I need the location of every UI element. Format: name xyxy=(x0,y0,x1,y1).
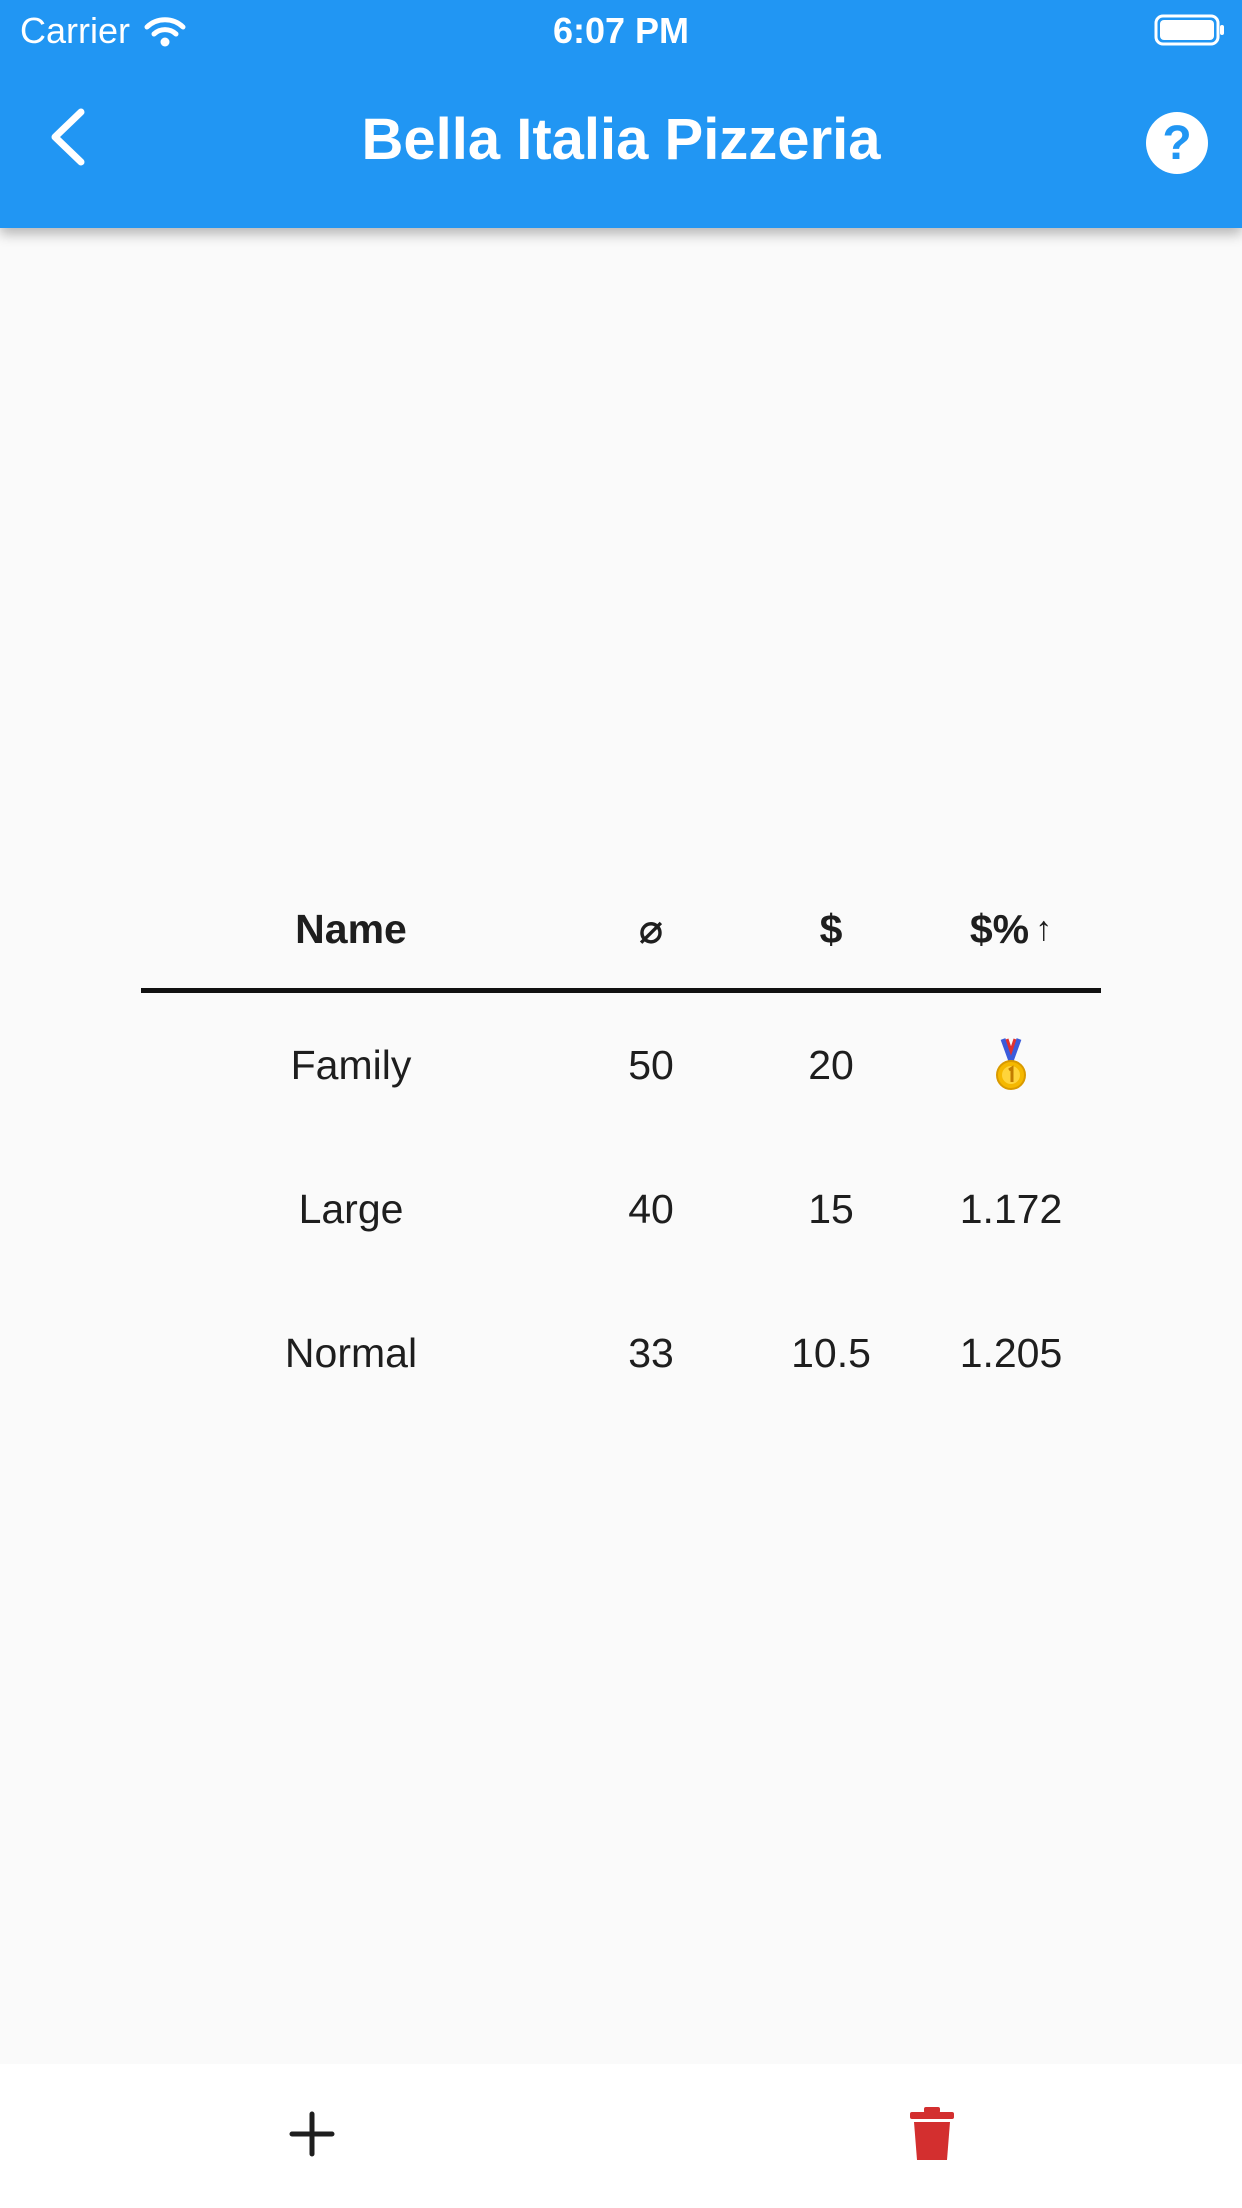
add-pizza-button[interactable] xyxy=(270,2092,354,2176)
pizza-price-ratio: 1.172 xyxy=(959,1185,1063,1232)
pizza-name: Family xyxy=(290,1041,412,1088)
wifi-icon xyxy=(144,17,186,47)
column-header-price-ratio[interactable]: $% ↑ xyxy=(921,906,1101,953)
help-circle-icon: ? xyxy=(1162,116,1192,170)
trash-icon xyxy=(910,2107,954,2160)
carrier-indicator: Carrier xyxy=(20,10,186,52)
pizza-name: Normal xyxy=(284,1329,418,1376)
status-time: 6:07 PM xyxy=(552,10,690,51)
pizza-diameter: 33 xyxy=(628,1329,674,1376)
status-bar: Carrier 6:07 PM xyxy=(0,0,1242,62)
pizza-comparison-table: Name ⌀ $ $% ↑ Family 50 20 Large 40 15 1… xyxy=(141,870,1101,1425)
gold-medal-icon xyxy=(996,1038,1026,1090)
column-header-name[interactable]: Name xyxy=(295,905,407,952)
pizza-price-ratio: 1.205 xyxy=(959,1329,1063,1376)
pizza-price-ratio xyxy=(921,1037,1101,1093)
battery-icon xyxy=(1154,14,1224,46)
help-button[interactable]: ? xyxy=(1146,112,1208,174)
delete-button[interactable] xyxy=(890,2092,974,2176)
price-ratio-label: $% xyxy=(969,905,1030,952)
table-row[interactable]: Large 40 15 1.172 xyxy=(141,1137,1101,1281)
plus-icon xyxy=(289,2111,335,2157)
pizza-diameter: 50 xyxy=(628,1041,674,1088)
navigation-bar: Bella Italia Pizzeria ? xyxy=(0,62,1242,228)
bottom-toolbar xyxy=(0,2064,1242,2208)
column-header-diameter[interactable]: ⌀ xyxy=(638,906,664,952)
back-button[interactable] xyxy=(30,100,104,174)
page-title: Bella Italia Pizzeria xyxy=(361,107,881,172)
chevron-left-icon xyxy=(51,108,85,166)
pizza-price: 15 xyxy=(808,1185,854,1232)
pizza-name: Large xyxy=(298,1185,404,1232)
column-header-price[interactable]: $ xyxy=(819,905,843,952)
table-row[interactable]: Normal 33 10.5 1.205 xyxy=(141,1281,1101,1425)
pizza-price: 20 xyxy=(808,1041,854,1088)
pizza-diameter: 40 xyxy=(628,1185,674,1232)
sort-ascending-icon: ↑ xyxy=(1035,909,1053,948)
pizza-price: 10.5 xyxy=(791,1329,871,1376)
table-header-row: Name ⌀ $ $% ↑ xyxy=(141,870,1101,993)
carrier-label: Carrier xyxy=(20,10,131,51)
table-row[interactable]: Family 50 20 xyxy=(141,993,1101,1137)
app-bar: Carrier 6:07 PM Bella Italia Pizzeria ? xyxy=(0,0,1242,228)
